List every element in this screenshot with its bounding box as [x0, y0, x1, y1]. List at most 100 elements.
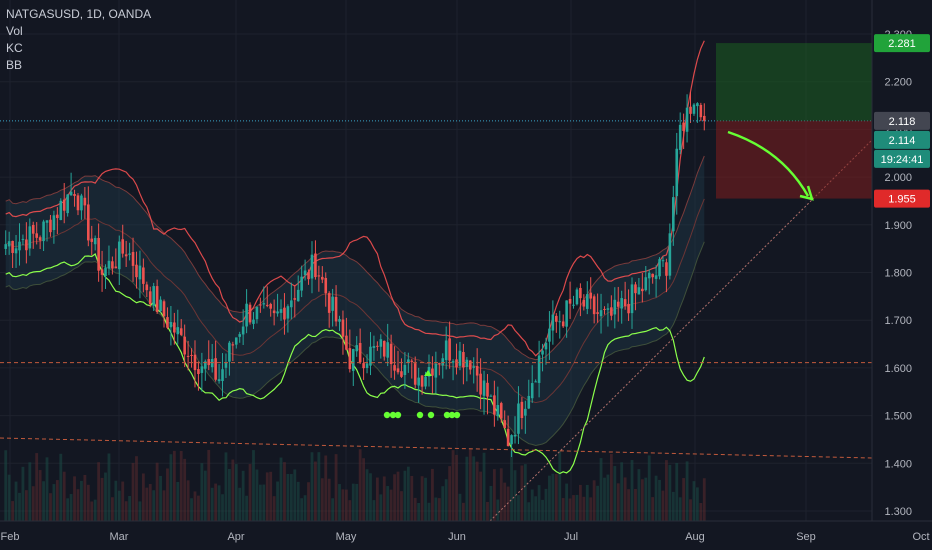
candle-body — [228, 342, 231, 362]
candle-body — [166, 317, 169, 328]
volume-bar — [403, 470, 407, 521]
candle-body — [685, 107, 689, 132]
indicator-vol[interactable]: Vol — [6, 24, 23, 38]
volume-bar — [320, 478, 324, 521]
candle-body — [276, 311, 279, 314]
volume-bar — [544, 488, 548, 521]
symbol-title[interactable]: NATGASUSD, 1D, OANDA — [6, 7, 152, 21]
candle-body — [582, 299, 586, 307]
drawing-overlays[interactable] — [0, 43, 873, 522]
volume-bar — [97, 462, 101, 521]
candle-body — [620, 298, 623, 309]
indicator-kc[interactable]: KC — [6, 41, 23, 55]
stop-price-label: 1.955 — [888, 194, 916, 206]
candle-body — [245, 303, 248, 327]
volume-bar — [427, 502, 431, 521]
volume-bar — [344, 489, 348, 521]
volume-bar — [183, 458, 187, 521]
time-axis[interactable]: Feb Mar Apr May Jun Jul Aug Sep Oct — [0, 520, 932, 543]
volume-bar — [665, 460, 668, 521]
candle-body — [431, 368, 434, 376]
candle-body — [699, 104, 703, 118]
keltner-fill — [5, 156, 705, 446]
volume-bar — [572, 495, 575, 521]
volume-bar — [255, 469, 259, 521]
candle-body — [59, 200, 63, 221]
candle-body — [131, 252, 135, 266]
volume-bar — [348, 500, 352, 521]
candle-body — [396, 368, 400, 373]
candle-body — [124, 254, 128, 257]
volume-bar — [145, 487, 149, 521]
price-tick-label: 2.200 — [884, 77, 912, 89]
candle-body — [541, 350, 544, 355]
candle-body — [348, 348, 352, 370]
candle-body — [107, 260, 111, 269]
candle-body — [111, 261, 114, 269]
candle-body — [45, 220, 49, 223]
candle-body — [630, 284, 634, 314]
signal-dot — [389, 411, 397, 419]
price-axis[interactable]: 2.3002.2002.1002.0001.9001.8001.7001.600… — [871, 0, 932, 550]
candle-body — [38, 237, 42, 241]
volume-bar — [86, 484, 90, 521]
volume-bar — [276, 481, 279, 521]
volume-bar — [496, 499, 500, 521]
candle-body — [62, 199, 66, 211]
candle-body — [658, 259, 661, 277]
price-tick-label: 1.700 — [884, 315, 912, 327]
candle-body — [259, 304, 262, 306]
candle-body — [417, 377, 420, 386]
candle-body — [462, 352, 465, 368]
candle-body — [438, 363, 441, 365]
volume-bar — [190, 498, 193, 521]
candle-body — [221, 369, 224, 382]
indicator-bb[interactable]: BB — [6, 58, 23, 72]
volume-bar — [468, 448, 472, 521]
volume-bar — [523, 464, 527, 521]
candle-body — [689, 106, 692, 114]
position-profit-zone — [716, 43, 872, 121]
candle-body — [128, 253, 131, 255]
month-label: Apr — [227, 531, 244, 543]
candle-body — [186, 355, 190, 357]
candle-body — [7, 241, 11, 247]
volume-bar — [327, 478, 331, 521]
volume-bar — [699, 502, 703, 521]
volume-bar — [338, 484, 341, 521]
volume-bar — [269, 471, 273, 521]
candle-body — [207, 359, 211, 366]
candle-body — [369, 346, 372, 366]
candle-body — [448, 338, 451, 361]
volume-bar — [169, 454, 173, 521]
volume-bar — [93, 499, 97, 521]
candle-body — [272, 310, 276, 314]
volume-bar — [76, 489, 80, 521]
volume-bar — [441, 486, 445, 521]
volume-bar — [513, 470, 517, 521]
volume-bar — [589, 497, 593, 521]
price-tick-label: 1.600 — [884, 363, 912, 375]
candlesticks[interactable] — [4, 92, 706, 457]
volume-bar — [351, 483, 355, 521]
candle-body — [252, 319, 255, 324]
volume-bar — [603, 477, 606, 521]
countdown-label: 19:24:41 — [881, 154, 924, 166]
volume-bar — [107, 453, 111, 521]
volume-bar — [52, 484, 56, 521]
candle-body — [682, 122, 685, 131]
candle-body — [358, 342, 362, 363]
volume-bar — [55, 480, 59, 521]
volume-bar — [162, 490, 166, 521]
candle-body — [142, 267, 145, 284]
volume-bar — [369, 473, 372, 521]
month-label: Jul — [564, 531, 578, 543]
volume-bar — [616, 483, 620, 521]
candle-body — [647, 272, 651, 279]
candle-body — [179, 328, 183, 335]
candle-body — [465, 359, 469, 367]
volume-bar — [35, 453, 39, 521]
candle-body — [117, 241, 121, 270]
candle-body — [493, 395, 496, 415]
